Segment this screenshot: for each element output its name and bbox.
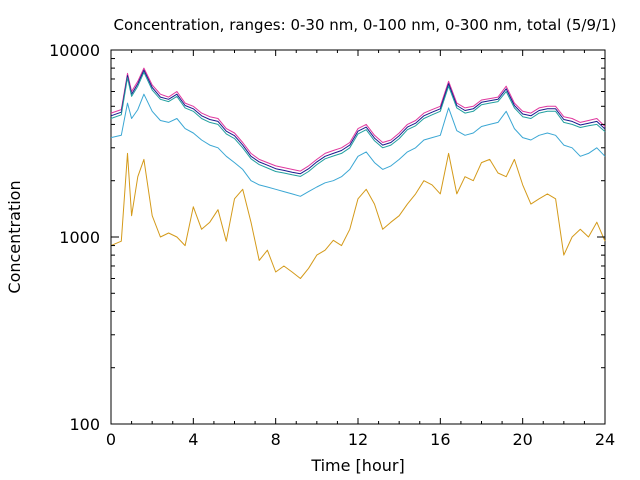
x-tick-label: 16 [430,430,450,449]
series-line-5 [110,152,606,279]
x-tick-label: 24 [595,430,615,449]
x-tick-label: 8 [271,430,281,449]
series-line-2 [110,69,606,175]
chart-title: Concentration, ranges: 0-30 nm, 0-100 nm… [114,16,617,34]
y-tick-label: 10000 [49,41,100,60]
y-axis-label: Concentration [5,180,24,293]
series-line-1 [110,67,606,172]
x-tick-label: 20 [512,430,532,449]
x-tick-label: 12 [348,430,368,449]
y-tick-label: 100 [69,415,100,434]
series-line-4 [110,93,606,197]
tick-layer: 0 4 8 12 16 20 24 100 1000 10000 [49,41,615,449]
x-tick-label: 4 [188,430,198,449]
y-tick-label: 1000 [59,228,100,247]
plot-frame [110,49,606,425]
x-tick-label: 0 [106,430,116,449]
series-line-3 [110,71,606,177]
series-layer [110,67,606,279]
x-axis-label: Time [hour] [310,456,404,475]
